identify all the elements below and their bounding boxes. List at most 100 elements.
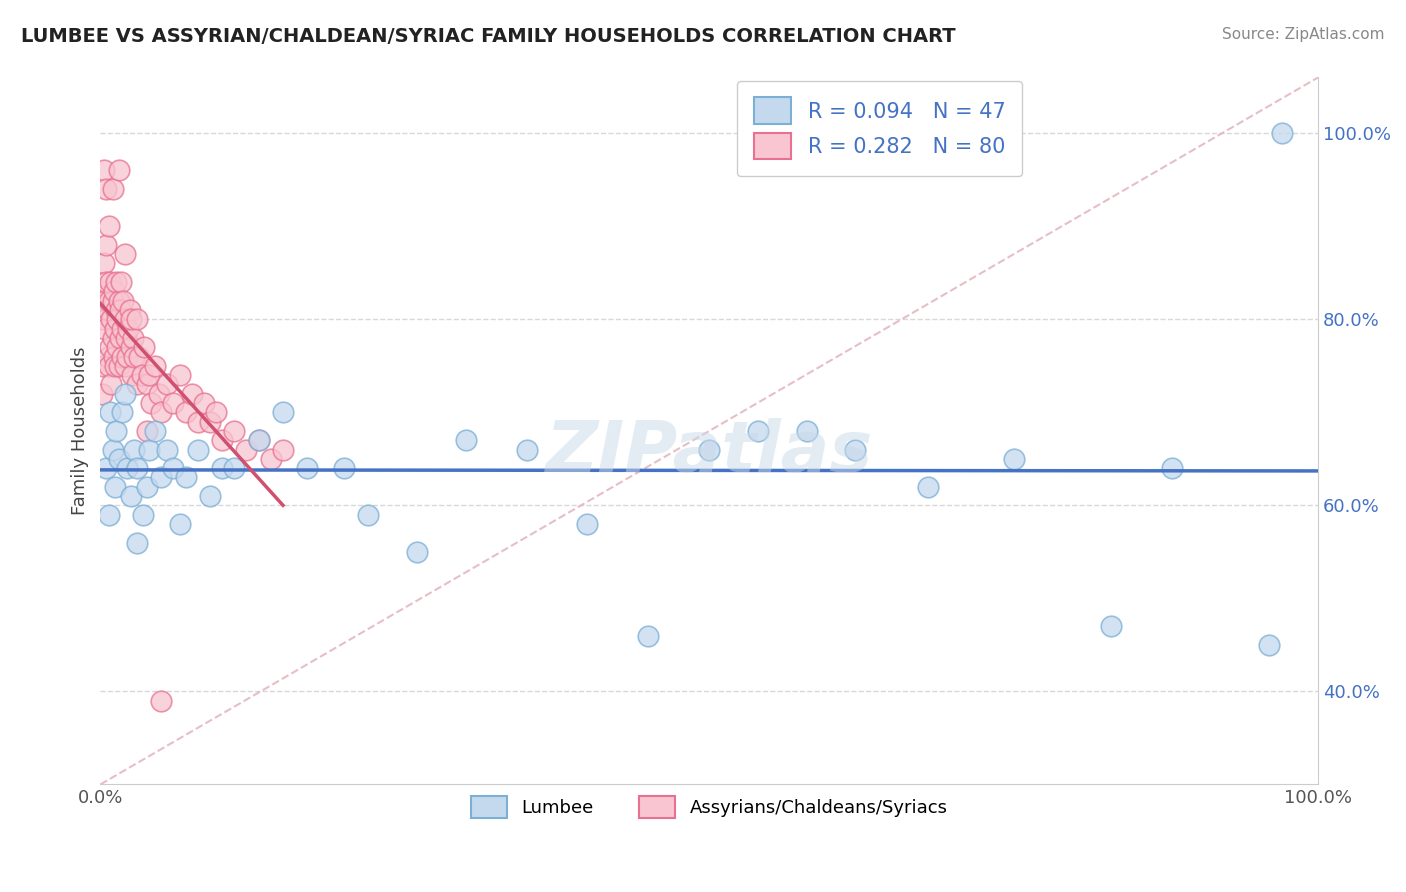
- Point: [96, 182, 118, 196]
- Point: [131, 368, 153, 383]
- Point: [97, 508, 120, 522]
- Text: Source: ZipAtlas.com: Source: ZipAtlas.com: [1222, 27, 1385, 42]
- Point: [120, 489, 142, 503]
- Point: [122, 331, 145, 345]
- Point: [247, 434, 270, 448]
- Point: [91, 312, 114, 326]
- Point: [114, 247, 136, 261]
- Point: [115, 461, 138, 475]
- Point: [150, 470, 173, 484]
- Point: [125, 461, 148, 475]
- Point: [297, 461, 319, 475]
- Point: [1002, 451, 1025, 466]
- Point: [135, 377, 157, 392]
- Point: [103, 350, 125, 364]
- Point: [105, 340, 128, 354]
- Point: [111, 405, 134, 419]
- Point: [97, 219, 120, 234]
- Point: [125, 312, 148, 326]
- Point: [796, 424, 818, 438]
- Point: [104, 480, 127, 494]
- Point: [121, 368, 143, 383]
- Point: [98, 275, 121, 289]
- Point: [454, 434, 477, 448]
- Point: [105, 303, 128, 318]
- Point: [138, 368, 160, 383]
- Point: [90, 386, 112, 401]
- Point: [193, 396, 215, 410]
- Point: [97, 350, 120, 364]
- Point: [101, 293, 124, 308]
- Point: [150, 694, 173, 708]
- Point: [98, 405, 121, 419]
- Point: [107, 451, 129, 466]
- Point: [115, 350, 138, 364]
- Point: [260, 451, 283, 466]
- Point: [224, 424, 246, 438]
- Point: [107, 359, 129, 373]
- Point: [1271, 126, 1294, 140]
- Point: [148, 386, 170, 401]
- Point: [235, 442, 257, 457]
- Point: [96, 461, 118, 475]
- Point: [917, 480, 939, 494]
- Point: [187, 442, 209, 457]
- Point: [112, 293, 135, 308]
- Point: [180, 386, 202, 401]
- Point: [97, 303, 120, 318]
- Point: [637, 629, 659, 643]
- Point: [103, 285, 125, 299]
- Point: [117, 321, 139, 335]
- Point: [98, 340, 121, 354]
- Point: [187, 415, 209, 429]
- Point: [224, 461, 246, 475]
- Point: [169, 516, 191, 531]
- Point: [135, 480, 157, 494]
- Point: [169, 368, 191, 383]
- Point: [271, 442, 294, 457]
- Point: [747, 424, 769, 438]
- Point: [104, 359, 127, 373]
- Point: [96, 275, 118, 289]
- Point: [105, 312, 128, 326]
- Point: [357, 508, 380, 522]
- Point: [111, 321, 134, 335]
- Text: ZIPatlas: ZIPatlas: [546, 417, 873, 487]
- Point: [110, 275, 132, 289]
- Point: [118, 303, 141, 318]
- Text: LUMBEE VS ASSYRIAN/CHALDEAN/SYRIAC FAMILY HOUSEHOLDS CORRELATION CHART: LUMBEE VS ASSYRIAN/CHALDEAN/SYRIAC FAMIL…: [21, 27, 956, 45]
- Point: [135, 424, 157, 438]
- Point: [1099, 619, 1122, 633]
- Point: [576, 516, 599, 531]
- Point: [198, 415, 221, 429]
- Point: [156, 377, 179, 392]
- Point: [93, 285, 115, 299]
- Point: [211, 434, 233, 448]
- Point: [94, 293, 117, 308]
- Point: [138, 442, 160, 457]
- Point: [211, 461, 233, 475]
- Point: [406, 545, 429, 559]
- Point: [114, 359, 136, 373]
- Point: [108, 303, 131, 318]
- Point: [114, 312, 136, 326]
- Point: [108, 331, 131, 345]
- Point: [104, 321, 127, 335]
- Point: [91, 359, 114, 373]
- Point: [105, 275, 128, 289]
- Point: [114, 386, 136, 401]
- Point: [120, 312, 142, 326]
- Point: [1258, 638, 1281, 652]
- Point: [174, 405, 197, 419]
- Point: [162, 396, 184, 410]
- Point: [1161, 461, 1184, 475]
- Point: [125, 535, 148, 549]
- Point: [93, 256, 115, 270]
- Point: [101, 331, 124, 345]
- Point: [125, 377, 148, 392]
- Point: [271, 405, 294, 419]
- Point: [205, 405, 228, 419]
- Y-axis label: Family Households: Family Households: [72, 347, 89, 516]
- Point: [115, 331, 138, 345]
- Point: [94, 321, 117, 335]
